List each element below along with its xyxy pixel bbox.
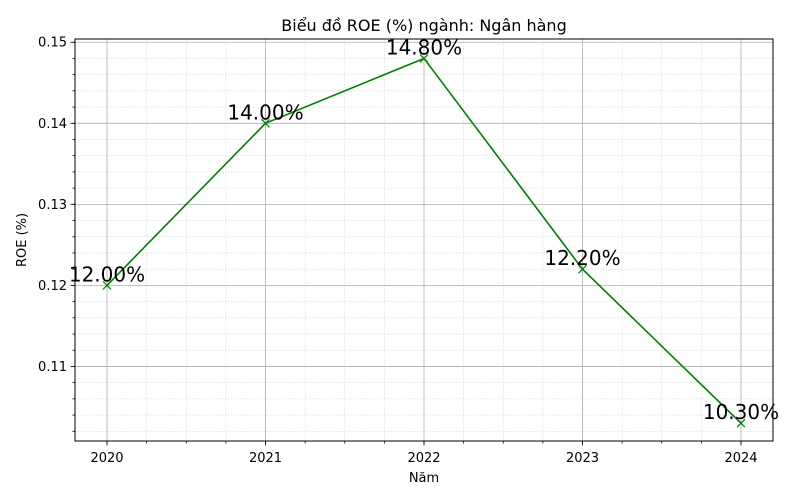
data-label: 12.20%	[544, 246, 620, 270]
x-tick-label: 2024	[724, 451, 757, 466]
data-point-marker	[578, 264, 587, 274]
data-point-marker	[419, 54, 429, 63]
marker-stroke	[419, 54, 429, 63]
data-point-marker	[736, 418, 746, 428]
data-label: 14.80%	[386, 35, 462, 59]
y-tick-label: 0.13	[38, 198, 67, 213]
marker-stroke	[736, 418, 746, 428]
axis-ticks	[70, 41, 742, 446]
marker-stroke	[261, 118, 270, 128]
data-label: 12.00%	[69, 262, 145, 286]
y-tick-label: 0.14	[38, 117, 67, 132]
chart-title: Biểu đồ ROE (%) ngành: Ngân hàng	[281, 16, 566, 35]
data-point-marker	[261, 118, 270, 128]
series-layer	[102, 54, 746, 428]
x-tick-label: 2022	[407, 451, 440, 466]
x-tick-label: 2021	[249, 451, 282, 466]
y-tick-label: 0.11	[38, 360, 67, 375]
major-gridlines	[75, 39, 773, 441]
labels-layer: 2020 2021 2022 2023 2024 0.11 0.12 0.13 0.14 0.15…	[38, 35, 779, 466]
y-axis-label: ROE (%)	[15, 213, 30, 267]
y-tick-label: 0.12	[38, 279, 67, 294]
data-point-marker	[102, 280, 112, 290]
data-label: 14.00%	[227, 100, 303, 124]
x-axis-label: Năm	[409, 471, 439, 486]
y-tick-label: 0.15	[38, 36, 67, 51]
data-label: 10.30%	[703, 400, 779, 424]
marker-stroke	[578, 264, 587, 274]
x-tick-label: 2020	[90, 451, 123, 466]
x-tick-label: 2023	[566, 451, 599, 466]
marker-stroke	[102, 280, 112, 290]
